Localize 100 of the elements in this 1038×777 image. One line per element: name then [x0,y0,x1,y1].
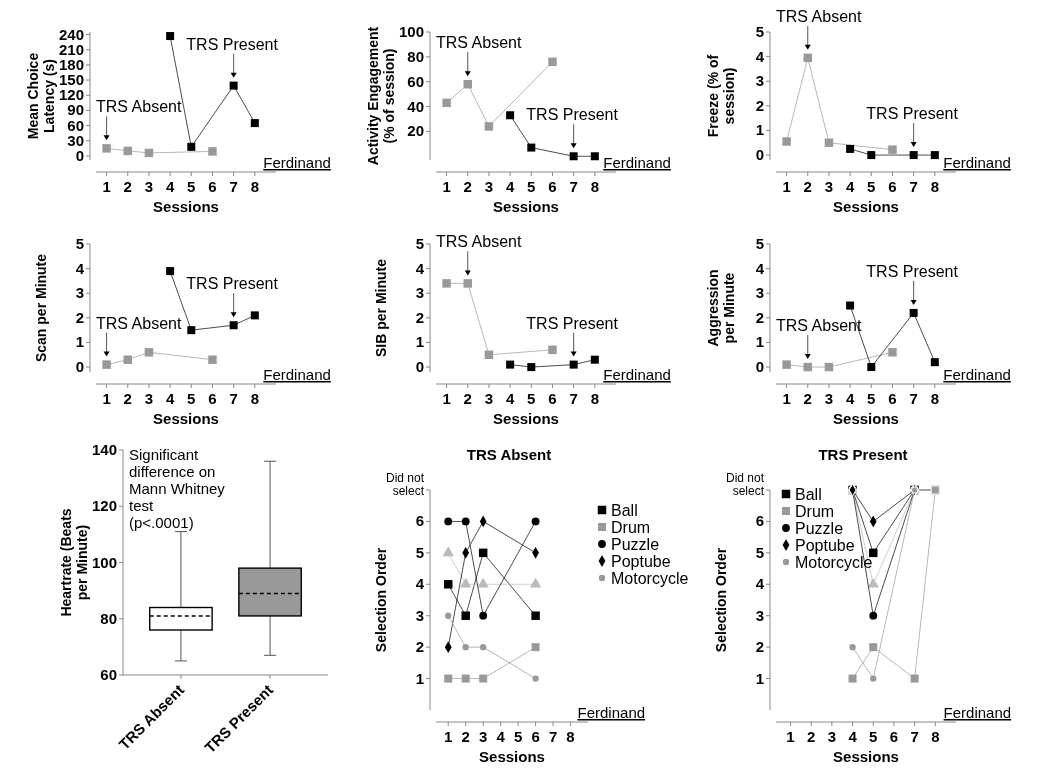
y-tick-label: 0 [75,358,84,376]
x-tick-label: 6 [531,728,540,745]
annotation: TRS Absent [96,314,182,332]
y-tick-label: 120 [58,86,84,104]
annotation: TRS Present [186,35,279,53]
y-tick-label: 5 [415,543,424,561]
x-tick-label: 4 [165,178,175,195]
x-tick-label: 3 [824,390,834,407]
x-tick-label: 6 [548,390,557,407]
legend-label: Ball [611,502,638,519]
y-tick-label: 40 [407,97,424,115]
x-tick-label: 3 [827,728,837,745]
x-tick-label: 2 [463,390,472,407]
y-tick-label: 0 [755,146,764,164]
y-axis-title: Heartrate (Beats per Minute) [58,508,90,617]
y-tick-label: 2 [755,638,764,656]
annotation: TRS Absent [96,98,182,116]
annotation: Ferdinand [943,366,1011,383]
x-tick-label: 2 [123,390,132,407]
x-tick-label: 1 [444,728,453,745]
annotation: Ferdinand [603,366,671,383]
y-tick-label: 0 [755,358,764,376]
x-tick-label: 7 [569,178,578,195]
y-tick-label: 3 [415,284,424,302]
y-tick-label: 3 [415,606,424,624]
y-tick-label: 30 [67,131,84,149]
annotation: TRS Present [866,105,959,123]
x-axis-title: Sessions [833,748,899,765]
x-tick-label: 8 [250,390,259,407]
x-tick-label: 5 [187,178,196,195]
y-axis-title: Aggression per Minute [705,269,737,347]
y-tick-label: 4 [755,47,765,65]
x-axis-title: Sessions [493,198,559,215]
x-tick-label: 6 [888,390,897,407]
y-tick-label: 5 [755,23,764,40]
y-tick-label: 210 [58,40,84,58]
x-tick-label: 8 [250,178,259,195]
y-axis-title: SIB per Minute [373,258,389,358]
legend-label: Drum [611,519,651,536]
legend-label: Motorcycle [611,570,689,587]
x-tick-label: 7 [548,728,558,745]
y-tick-label: 6 [415,512,424,530]
y-tick-label: 3 [755,284,764,302]
x-tick-label: 7 [569,390,578,407]
y-tick-label: 6 [755,512,764,530]
chart-title: TRS Absent [466,446,552,463]
y-tick-label: 1 [755,121,764,139]
x-tick-label: 3 [824,178,834,195]
x-tick-label: 6 [889,728,899,745]
annotation: TRS Present [526,314,619,332]
y-axis-title: Mean Choice Latency (s) [25,52,57,140]
x-tick-label: 6 [208,178,217,195]
annotation: Ferdinand [263,154,331,171]
y-tick-label: 1 [755,669,764,687]
x-tick-label: 4 [505,178,515,195]
y-axis-title: Scan per Minute [33,253,49,363]
y-tick-label: 180 [58,55,84,73]
y-tick-label: 2 [755,96,764,114]
y-tick-label: 140 [91,441,117,458]
x-tick-label: 6 [888,178,897,195]
x-tick-label: 5 [527,178,536,195]
y-tick-label: 1 [75,333,84,351]
annotation: Ferdinand [943,704,1012,721]
x-tick-label: 8 [930,178,939,195]
x-tick-label: 2 [803,178,812,195]
y-tick-label: 5 [75,235,84,252]
y-tick-label: 2 [75,308,84,326]
y-tick-label: 60 [100,666,117,683]
y-tick-label: 60 [407,72,424,90]
x-tick-label: 2 [463,178,472,195]
x-tick-label: 5 [513,728,523,745]
y-tick-label: Did not select [725,471,765,498]
annotation: TRS Present [866,262,959,280]
y-tick-label: 5 [755,235,764,252]
y-axis-title: Freeze (% of session) [705,54,737,138]
x-tick-label: 8 [590,178,599,195]
annotation: TRS Absent [776,7,862,25]
y-tick-label: 1 [755,333,764,351]
y-tick-label: 3 [755,606,764,624]
x-axis-title: Sessions [153,410,219,427]
legend-label: Poptube [611,553,671,570]
y-tick-label: 90 [67,101,84,119]
y-tick-label: 3 [75,284,84,302]
y-tick-label: 120 [91,497,117,515]
y-tick-label: 4 [755,575,765,593]
x-tick-label: 3 [144,390,154,407]
x-tick-label: 1 [782,178,791,195]
x-tick-label: 2 [461,728,470,745]
y-tick-label: 100 [398,23,424,40]
annotation: Significant difference on Mann Whitney test (p<.0001) [129,446,226,531]
x-tick-label: 2 [123,178,132,195]
y-axis-title: Selection Order [373,547,389,653]
y-tick-label: 2 [415,308,424,326]
y-tick-label: 2 [415,638,424,656]
x-tick-label: 2 [807,728,816,745]
y-tick-label: 60 [67,116,84,134]
legend-label: Drum [795,503,835,520]
x-tick-label: 3 [144,178,154,195]
x-tick-label: 8 [930,390,939,407]
x-tick-label: 3 [484,178,494,195]
